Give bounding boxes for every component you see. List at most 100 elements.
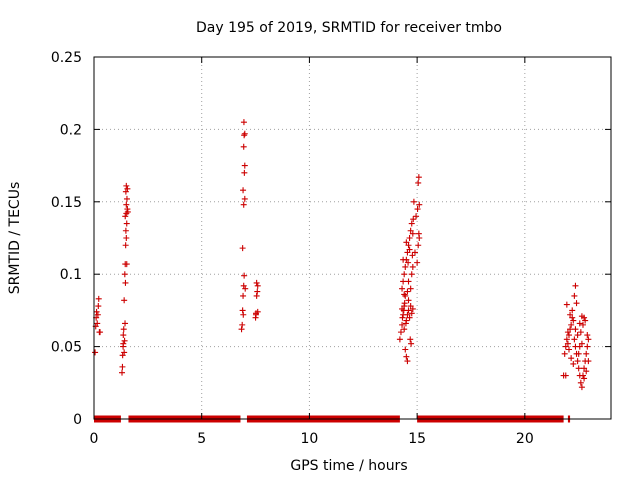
y-tick-label: 0.1 — [60, 267, 82, 283]
data-point — [405, 297, 412, 304]
data-point — [564, 340, 571, 347]
data-point — [405, 307, 412, 314]
data-point — [405, 259, 412, 266]
data-point — [123, 235, 130, 241]
data-point — [562, 372, 569, 379]
data-point — [408, 310, 415, 317]
data-point — [410, 216, 417, 223]
y-tick-label: 0.15 — [51, 195, 82, 211]
data-point — [567, 326, 574, 333]
data-point — [563, 336, 570, 343]
data-point — [239, 245, 246, 252]
x-tick-labels: 0 5 10 15 20 — [90, 431, 534, 447]
x-tick-label: 20 — [516, 431, 534, 447]
data-point — [409, 305, 416, 312]
data-point — [406, 235, 413, 241]
data-point — [570, 360, 577, 367]
y-tick-labels: 0 0.05 0.1 0.15 0.2 0.25 — [51, 50, 82, 428]
grid-lines — [94, 57, 611, 419]
data-point — [405, 278, 412, 285]
data-point — [400, 256, 407, 263]
data-point — [124, 208, 131, 215]
data-point — [402, 320, 409, 327]
data-point — [119, 352, 126, 359]
data-point — [402, 346, 409, 353]
plot-frame — [93, 56, 612, 420]
data-point — [240, 119, 247, 126]
data-point — [123, 182, 130, 189]
data-point — [120, 340, 127, 347]
data-point — [240, 282, 247, 289]
data-point — [582, 317, 589, 324]
y-tick-label: 0.2 — [60, 122, 82, 138]
data-point — [122, 320, 129, 327]
data-point — [121, 337, 128, 344]
data-point — [254, 288, 261, 295]
chart-title: Day 195 of 2019, SRMTID for receiver tmb… — [196, 20, 502, 36]
data-point — [569, 307, 576, 314]
data-point — [576, 320, 583, 327]
data-point — [94, 311, 101, 318]
data-point — [584, 332, 591, 339]
data-point — [572, 326, 579, 333]
data-point — [415, 179, 422, 186]
data-point — [404, 358, 411, 365]
data-point — [563, 301, 570, 308]
data-point — [407, 285, 414, 292]
data-point — [577, 379, 584, 386]
data-point — [399, 314, 406, 321]
data-point — [93, 308, 100, 315]
data-point — [241, 169, 248, 176]
data-point — [416, 201, 423, 208]
data-point — [122, 227, 129, 234]
data-point — [399, 305, 406, 312]
data-point — [95, 303, 102, 310]
data-point — [414, 206, 421, 213]
data-point — [571, 292, 578, 299]
data-point — [94, 320, 101, 327]
data-points — [92, 119, 592, 423]
data-point — [402, 263, 409, 270]
data-point — [581, 375, 588, 382]
data-point — [239, 321, 246, 328]
data-point — [242, 285, 249, 292]
data-point — [253, 292, 260, 299]
data-point — [413, 213, 420, 220]
data-point — [253, 279, 260, 286]
data-point — [579, 321, 586, 328]
data-point — [403, 353, 410, 360]
data-point — [399, 321, 406, 328]
data-point — [240, 292, 247, 299]
data-point — [238, 326, 245, 333]
y-axis-label: SRMTID / TECUs — [7, 182, 23, 295]
data-point — [415, 230, 422, 237]
data-point — [400, 278, 407, 285]
y-tick-label: 0 — [73, 412, 82, 428]
data-point — [411, 249, 418, 256]
data-point — [584, 343, 591, 350]
data-point — [123, 261, 130, 268]
data-point — [578, 384, 585, 391]
data-point — [122, 279, 129, 286]
data-point — [92, 349, 99, 356]
data-point — [415, 174, 422, 181]
data-point — [240, 143, 247, 150]
data-point — [585, 358, 592, 365]
data-point — [241, 195, 248, 202]
data-point — [585, 336, 592, 343]
data-point — [577, 329, 584, 336]
data-point — [567, 311, 574, 318]
data-point — [402, 292, 409, 299]
data-point — [410, 198, 417, 205]
data-point — [401, 291, 408, 298]
data-point — [97, 329, 104, 336]
data-point — [583, 368, 590, 375]
data-point — [570, 317, 577, 324]
data-point — [95, 295, 102, 302]
data-point — [579, 372, 586, 379]
data-point — [119, 363, 126, 370]
data-point — [583, 350, 590, 357]
data-point — [571, 336, 578, 343]
data-point — [414, 259, 421, 266]
